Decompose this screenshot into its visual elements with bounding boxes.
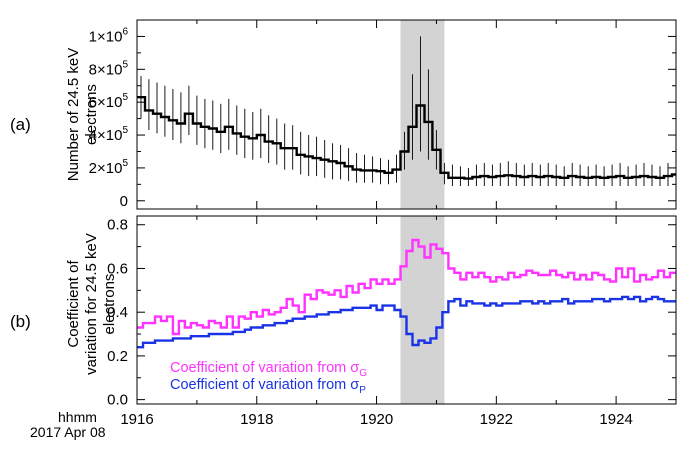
y-tick-label: 2×105 bbox=[89, 158, 129, 177]
x-ticks-b: 1916 1918 1920 1922 1924 bbox=[120, 216, 677, 428]
y-tick-label: 0.6 bbox=[107, 260, 128, 277]
panel-label-a: (a) bbox=[10, 115, 31, 134]
y-tick-label: 0.2 bbox=[107, 348, 128, 365]
panel-label-b: (b) bbox=[10, 312, 31, 331]
y-tick-label: 6×105 bbox=[89, 92, 129, 111]
y-axis-label-b-line-1: Coefficient of bbox=[65, 260, 82, 348]
x-ticks-a bbox=[136, 20, 677, 209]
shaded-interval-b bbox=[400, 216, 445, 404]
y-axis-label-b-line-3: electrons bbox=[101, 274, 118, 335]
x-tick-label: 1920 bbox=[360, 411, 393, 428]
panel-b: 0.0 0.2 0.4 0.6 0.8 1916 1918 1920 1922 1924 (b)… bbox=[10, 215, 677, 440]
series-line-sigma-p bbox=[137, 295, 676, 349]
y-tick-label: 1×106 bbox=[89, 26, 129, 45]
x-tick-label: 1916 bbox=[120, 411, 153, 428]
y-tick-label: 0.0 bbox=[107, 392, 128, 409]
y-tick-label: 0.4 bbox=[107, 304, 128, 321]
y-tick-label: 0.8 bbox=[107, 217, 128, 234]
legend-entry-sigma-g: Coefficient of variation from σG bbox=[170, 360, 367, 379]
legend-entry-sigma-p: Coefficient of variation from σP bbox=[170, 377, 366, 396]
x-axis-time-label: hhmm 2017 Apr 08 bbox=[30, 409, 106, 440]
legend-entry-sigma-p-subscript: P bbox=[359, 385, 366, 396]
legend-entry-sigma-g-text: Coefficient of variation from σ bbox=[170, 360, 359, 376]
legend-entry-sigma-g-subscript: G bbox=[359, 368, 367, 379]
y-ticks-a: 0 2×105 4×105 6×105 8×105 1×106 bbox=[89, 26, 676, 210]
plot-frame-a bbox=[136, 19, 677, 210]
y-ticks-b: 0.0 0.2 0.4 0.6 0.8 bbox=[107, 217, 676, 409]
x-tick-label: 1918 bbox=[240, 411, 273, 428]
y-tick-label: 8×105 bbox=[89, 59, 129, 78]
y-tick-label: 4×105 bbox=[89, 125, 129, 144]
y-tick-label: 0 bbox=[120, 193, 128, 210]
error-bars-a bbox=[140, 36, 677, 186]
x-tick-label: 1922 bbox=[480, 411, 513, 428]
panel-a: 0 2×105 4×105 6×105 8×105 1×106 (a) Number of… bbox=[10, 19, 677, 210]
shaded-interval-a bbox=[400, 20, 445, 209]
x-axis-time-label-line-1: hhmm bbox=[58, 409, 97, 425]
x-tick-label: 1924 bbox=[599, 411, 632, 428]
series-line-electrons bbox=[137, 96, 676, 180]
y-axis-label-b-line-2: variation for 24.5 keV bbox=[83, 233, 100, 375]
legend-entry-sigma-p-text: Coefficient of variation from σ bbox=[170, 377, 359, 393]
y-axis-label-a-line-2: electrons bbox=[83, 84, 100, 145]
series-line-sigma-g bbox=[137, 238, 676, 336]
plot-frame-b bbox=[136, 215, 677, 405]
x-axis-time-label-line-2: 2017 Apr 08 bbox=[30, 424, 106, 440]
y-axis-label-a-line-1: Number of 24.5 keV bbox=[65, 48, 82, 181]
